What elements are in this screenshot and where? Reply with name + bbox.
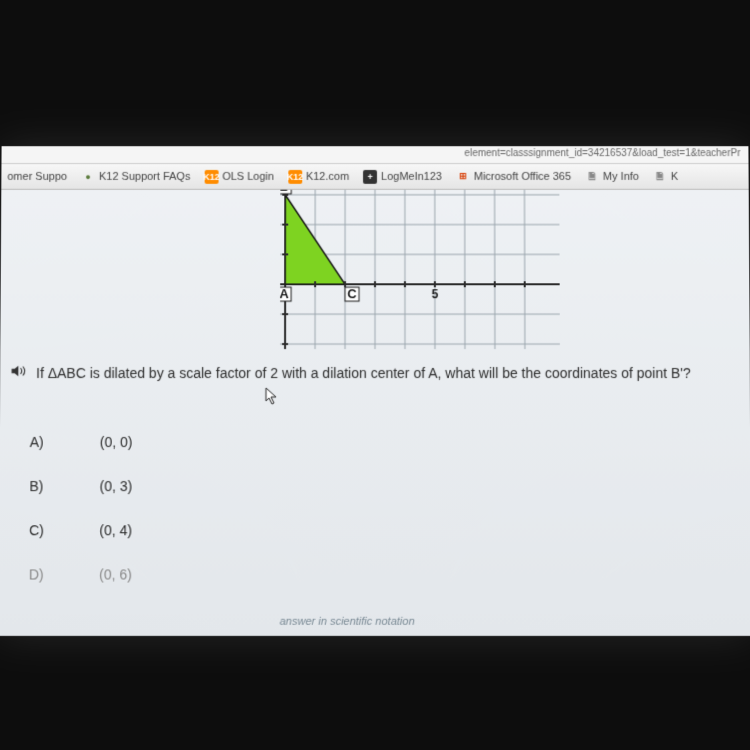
answer-option[interactable]: A) (0, 0) [30, 434, 133, 450]
bookmark-label: Microsoft Office 365 [474, 170, 571, 182]
bookmark-item[interactable]: K12 OLS Login [204, 169, 274, 183]
bookmark-label: My Info [603, 170, 639, 182]
bookmark-label: K12.com [306, 170, 349, 182]
screen-region: element=classsignment_id=34216537&load_t… [0, 146, 750, 636]
bookmark-icon: ⊞ [456, 169, 470, 183]
svg-text:C: C [347, 286, 356, 301]
grid-svg: ABC52-2 [280, 190, 560, 349]
bookmarks-bar: omer Suppo●K12 Support FAQsK12OLS LoginK… [1, 164, 748, 190]
footer-hint: answer in scientific notation [280, 616, 415, 628]
bookmark-icon: + [363, 169, 377, 183]
bookmark-label: K12 Support FAQs [99, 170, 190, 182]
answer-label: D) [29, 566, 49, 582]
cursor-icon [265, 387, 279, 408]
bookmark-item[interactable]: ● K12 Support FAQs [81, 169, 190, 183]
bookmark-item[interactable]: 🗎K [653, 169, 678, 183]
answer-value: (0, 0) [100, 434, 133, 450]
answer-value: (0, 4) [99, 522, 132, 538]
question-text: If ΔABC is dilated by a scale factor of … [36, 365, 691, 381]
question-block: If ΔABC is dilated by a scale factor of … [10, 364, 740, 381]
bookmark-label: LogMeIn123 [381, 170, 442, 182]
bookmark-item[interactable]: omer Suppo [7, 170, 67, 182]
bookmark-icon: K12 [204, 169, 218, 183]
photo-background: element=classsignment_id=34216537&load_t… [0, 0, 750, 750]
bookmark-item[interactable]: 🗎 My Info [585, 169, 639, 183]
bookmark-icon: 🗎 [585, 169, 599, 183]
answer-label: C) [29, 522, 49, 538]
bookmark-item[interactable]: + LogMeIn123 [363, 169, 442, 183]
answer-list: A) (0, 0) B) (0, 3) C) (0, 4) D) (0, 6) [29, 434, 133, 611]
url-bar: element=classsignment_id=34216537&load_t… [1, 146, 748, 164]
answer-value: (0, 3) [100, 478, 133, 494]
bookmark-item[interactable]: K12 K12.com [288, 169, 349, 183]
coordinate-grid: ABC52-2 [280, 190, 560, 349]
bookmark-label: K [671, 170, 678, 182]
bookmark-icon: ● [81, 169, 95, 183]
answer-option[interactable]: D) (0, 6) [29, 566, 132, 582]
page-content: ABC52-2 If ΔABC is dilated by a scale fa… [0, 190, 750, 636]
bookmark-label: omer Suppo [7, 170, 67, 182]
bookmark-item[interactable]: ⊞ Microsoft Office 365 [456, 169, 571, 183]
bookmark-label: OLS Login [222, 170, 274, 182]
answer-label: A) [30, 434, 50, 450]
answer-option[interactable]: B) (0, 3) [29, 478, 132, 494]
speaker-icon[interactable] [10, 364, 28, 381]
bookmark-icon: 🗎 [653, 169, 667, 183]
answer-value: (0, 6) [99, 566, 132, 582]
answer-label: B) [29, 478, 49, 494]
svg-text:A: A [280, 286, 289, 301]
svg-text:B: B [280, 190, 289, 194]
url-fragment: element=classsignment_id=34216537&load_t… [464, 148, 740, 159]
svg-text:5: 5 [432, 287, 439, 301]
answer-option[interactable]: C) (0, 4) [29, 522, 132, 538]
bookmark-icon: K12 [288, 169, 302, 183]
